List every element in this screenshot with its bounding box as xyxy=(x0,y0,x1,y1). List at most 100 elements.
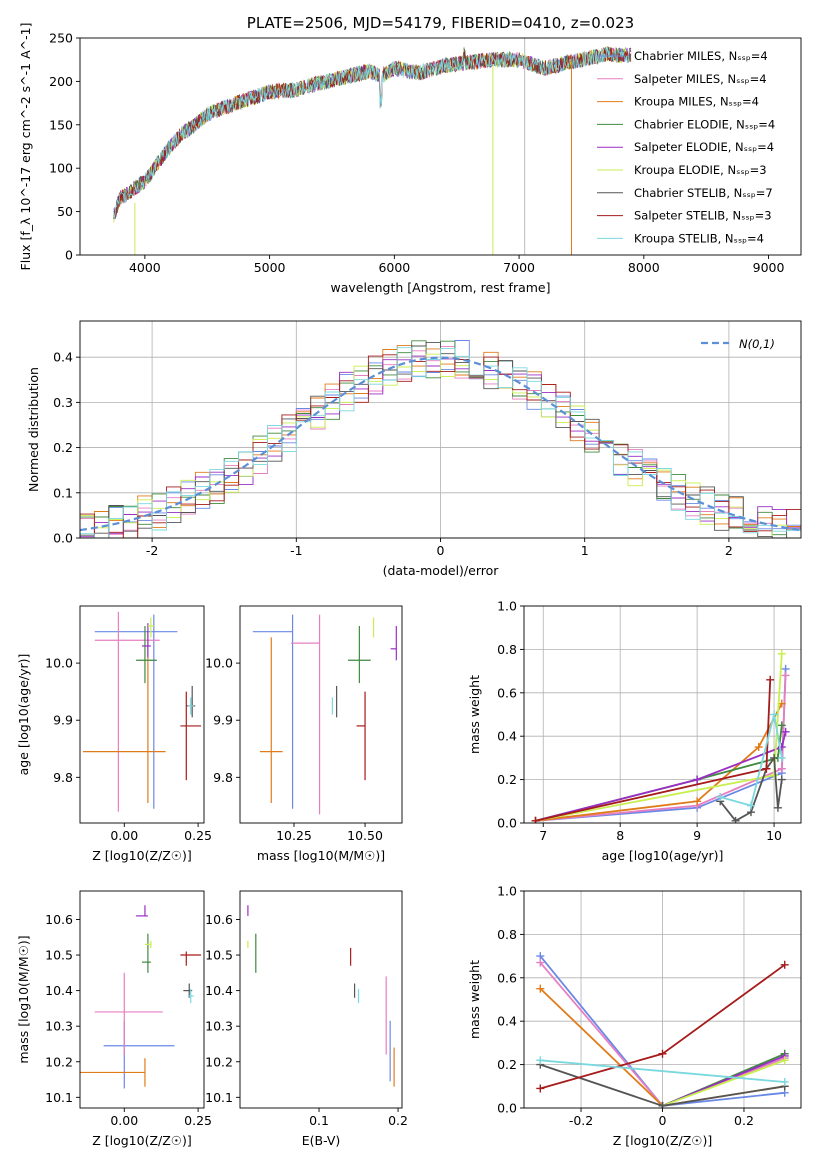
weight-marker xyxy=(777,775,786,784)
x-tick-label: -1 xyxy=(290,543,302,558)
legend-label: Salpeter STELIB, Nₛₛₚ=3 xyxy=(634,209,772,223)
weight-marker xyxy=(777,649,786,658)
x-tick-label: 0.00 xyxy=(110,1113,138,1128)
x-tick-label: 0.25 xyxy=(184,828,212,843)
y-tick-label: 1.0 xyxy=(497,599,517,614)
legend-label: Salpeter MILES, Nₛₛₚ=4 xyxy=(634,72,767,86)
y-tick-label: 150 xyxy=(49,117,73,132)
y-tick-label: 10.1 xyxy=(45,1090,73,1105)
y-axis-label: Flux [f_λ 10^-17 erg cm^-2 s^-1 A^-1] xyxy=(18,23,33,271)
x-axis-label: mass [log10(M/M☉)] xyxy=(257,848,385,863)
errorbar-point-8 xyxy=(180,691,202,781)
y-tick-label: 9.9 xyxy=(53,713,73,728)
weight-line-5 xyxy=(535,731,787,822)
weight-vs-age-chart: 7 8 9 10 0.0 0.2 0.4 0.6 0.8 1.0 age [log10(age/yr… xyxy=(467,599,802,863)
y-axis-label: age [log10(age/yr)] xyxy=(16,654,31,776)
weight-marker xyxy=(536,958,545,967)
weight-marker xyxy=(780,960,789,969)
chart-title: PLATE=2506, MJD=54179, FIBERID=0410, z=0… xyxy=(247,14,634,32)
weight-line-6 xyxy=(535,653,783,822)
legend-label: Salpeter ELODIE, Nₛₛₚ=4 xyxy=(634,140,774,154)
x-tick-label: 10 xyxy=(766,828,782,843)
weight-line-9 xyxy=(540,1059,785,1083)
y-tick-label: 0.6 xyxy=(497,685,517,700)
y-tick-label: 10.5 xyxy=(205,948,233,963)
weight-marker xyxy=(773,803,782,812)
x-axis-label: age [log10(age/yr)] xyxy=(602,848,724,863)
weight-marker xyxy=(693,775,702,784)
x-tick-label: 0.1 xyxy=(309,1113,329,1128)
y-tick-label: 0.0 xyxy=(497,816,517,831)
y-tick-label: 0.8 xyxy=(497,927,517,942)
axes-frame xyxy=(239,890,403,1109)
weight-marker xyxy=(770,771,779,780)
x-tick-label: 9000 xyxy=(753,260,785,275)
errorbar-point-2 xyxy=(291,614,321,815)
errorbar-point-5 xyxy=(142,623,151,658)
errorbar-point-5 xyxy=(390,625,397,661)
legend-label: Kroupa ELODIE, Nₛₛₚ=3 xyxy=(634,163,767,177)
y-tick-label: 0 xyxy=(65,248,73,263)
weight-line-9 xyxy=(719,714,783,807)
plot-area xyxy=(536,952,789,1108)
y-tick-label: 100 xyxy=(49,161,73,176)
legend-label: Chabrier STELIB, Nₛₛₚ=7 xyxy=(634,186,773,200)
plot-area xyxy=(80,905,202,1089)
y-tick-label: 10.0 xyxy=(205,656,233,671)
weight-line-6 xyxy=(662,1059,786,1107)
weight-line-8 xyxy=(535,679,772,822)
spectrum-chart: 4000 5000 6000 7000 8000 9000 0 50 100 150 200 250 w… xyxy=(18,23,802,295)
weight-marker xyxy=(777,721,786,730)
x-tick-label: 6000 xyxy=(378,260,410,275)
weight-marker xyxy=(658,1101,667,1108)
age-vs-z-chart: 0.00 0.25 9.8 9.9 10.0 Z [log10(Z/Z☉)] age [lo… xyxy=(16,605,212,863)
x-tick-label: 0.25 xyxy=(184,1113,212,1128)
y-tick-label: 50 xyxy=(57,204,73,219)
errorbar-point-6 xyxy=(144,940,152,948)
weight-marker xyxy=(780,1077,789,1086)
y-tick-label: 0.0 xyxy=(497,1101,517,1116)
weight-marker xyxy=(781,671,790,680)
x-tick-label: -0.2 xyxy=(569,1113,593,1128)
errorbar-point-8 xyxy=(356,691,366,781)
axes-frame xyxy=(79,605,205,824)
plot-area xyxy=(82,611,202,812)
weight-line-3 xyxy=(535,703,783,822)
errorbar-point-5 xyxy=(136,905,148,917)
x-tick-label: 8 xyxy=(616,828,624,843)
y-tick-label: 0.8 xyxy=(497,642,517,657)
weight-vs-z-chart: -0.2 0 0.2 0.0 0.2 0.4 0.6 0.8 1.0 Z [log10(Z/Z☉)… xyxy=(467,884,802,1148)
x-axis-label: Z [log10(Z/Z☉)] xyxy=(92,848,192,863)
x-axis-label: E(B-V) xyxy=(302,1133,341,1148)
errorbar-point-1 xyxy=(103,1020,175,1089)
plot-area xyxy=(113,38,632,255)
weight-marker xyxy=(536,1056,545,1065)
y-tick-label: 10.4 xyxy=(205,983,233,998)
weight-line-2 xyxy=(535,675,787,822)
weight-marker xyxy=(770,710,779,719)
y-tick-label: 10.5 xyxy=(45,948,73,963)
axes-frame xyxy=(79,890,205,1109)
weight-marker xyxy=(536,1084,545,1093)
age-vs-mass-chart: 10.25 10.50 9.8 9.9 10.0 mass [log10(M/M☉)] xyxy=(205,605,403,863)
y-tick-label: 9.9 xyxy=(213,713,233,728)
weight-marker xyxy=(781,727,790,736)
histogram-step-6 xyxy=(80,353,801,538)
errorbar-point-4 xyxy=(348,625,371,684)
y-tick-label: 0.1 xyxy=(53,485,73,500)
mass-vs-ebv-chart: 0.1 0.2 10.1 10.2 10.3 10.4 10.5 10.6 E(B-V) xyxy=(205,890,408,1148)
y-tick-label: 0.4 xyxy=(53,350,73,365)
axes-frame xyxy=(239,605,403,824)
y-tick-label: 0.6 xyxy=(497,970,517,985)
x-tick-label: 0.2 xyxy=(388,1113,408,1128)
weight-marker xyxy=(746,801,755,810)
legend: Chabrier MILES, Nₛₛₚ=4 Salpeter MILES, Nₛ… xyxy=(597,49,775,245)
y-axis-label: mass weight xyxy=(467,675,482,754)
legend-label: Chabrier ELODIE, Nₛₛₚ=4 xyxy=(634,117,775,131)
y-tick-label: 10.1 xyxy=(205,1090,233,1105)
weight-marker xyxy=(693,797,702,806)
x-axis-label: (data-model)/error xyxy=(383,563,500,578)
weight-marker xyxy=(658,1049,667,1058)
errorbar-point-9 xyxy=(187,697,194,715)
